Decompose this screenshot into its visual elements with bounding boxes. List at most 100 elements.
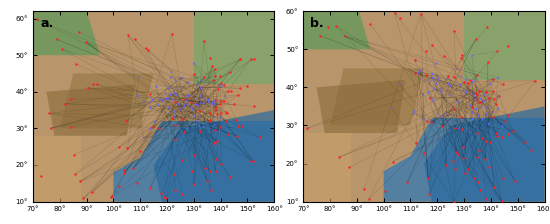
Point <box>123 146 132 150</box>
Point <box>425 96 434 100</box>
Point <box>468 54 476 57</box>
Point <box>503 132 512 136</box>
Point <box>201 166 210 170</box>
Point <box>423 77 432 80</box>
Point <box>437 86 446 90</box>
Point <box>486 82 495 85</box>
Point <box>84 86 92 89</box>
Point <box>210 67 219 71</box>
Point <box>481 139 490 142</box>
Point <box>483 122 492 125</box>
Point <box>205 112 214 115</box>
Point <box>463 81 472 84</box>
Point <box>250 105 258 108</box>
Point <box>403 180 412 183</box>
Point <box>452 98 461 102</box>
Point <box>222 110 230 114</box>
Point <box>501 119 510 122</box>
Point <box>365 197 373 200</box>
Point <box>450 107 459 111</box>
Point <box>193 95 202 99</box>
Point <box>468 80 476 83</box>
Point <box>484 165 493 169</box>
Point <box>171 85 180 89</box>
Point <box>182 98 190 101</box>
Point <box>199 95 207 98</box>
Point <box>449 200 458 203</box>
Point <box>157 192 166 195</box>
Point <box>232 118 240 122</box>
Point <box>138 98 147 102</box>
Point <box>449 159 458 163</box>
Point <box>324 25 333 29</box>
Polygon shape <box>384 118 544 202</box>
Point <box>200 40 208 43</box>
Point <box>206 118 214 121</box>
Point <box>250 57 258 60</box>
Point <box>458 145 467 149</box>
Point <box>171 100 180 104</box>
Point <box>446 83 455 87</box>
Point <box>211 98 219 102</box>
Point <box>432 81 441 84</box>
Point <box>475 149 483 152</box>
Point <box>459 156 468 159</box>
Point <box>136 149 145 153</box>
Point <box>498 136 507 139</box>
Point <box>464 167 472 171</box>
Point <box>135 74 144 78</box>
Point <box>488 115 497 119</box>
Point <box>437 125 446 128</box>
Point <box>162 196 170 200</box>
Point <box>192 118 201 122</box>
Point <box>184 93 193 96</box>
Point <box>46 127 55 130</box>
Point <box>486 140 494 144</box>
Point <box>457 128 466 131</box>
Point <box>166 92 175 96</box>
Point <box>447 118 456 121</box>
Point <box>504 45 513 48</box>
Point <box>477 104 486 108</box>
Polygon shape <box>60 73 153 128</box>
Point <box>190 114 199 117</box>
Point <box>216 99 225 103</box>
Point <box>176 108 185 111</box>
Point <box>166 92 175 96</box>
Point <box>199 76 208 79</box>
Point <box>171 124 180 127</box>
Polygon shape <box>194 11 274 84</box>
Point <box>466 78 475 82</box>
Point <box>198 100 207 104</box>
Point <box>67 125 75 129</box>
Point <box>471 78 480 81</box>
Point <box>360 187 368 191</box>
Point <box>207 101 216 105</box>
Point <box>186 100 195 103</box>
Point <box>470 96 479 99</box>
Point <box>460 172 469 175</box>
Point <box>483 61 492 64</box>
Point <box>429 78 438 81</box>
Point <box>227 89 236 93</box>
Point <box>107 195 116 199</box>
Point <box>381 189 389 193</box>
Point <box>180 101 189 104</box>
Point <box>472 91 481 95</box>
Point <box>211 169 220 172</box>
Point <box>74 30 83 33</box>
Point <box>150 119 158 122</box>
Point <box>475 96 484 99</box>
Point <box>210 122 218 126</box>
Point <box>37 174 46 178</box>
Point <box>422 73 431 77</box>
Point <box>526 148 535 152</box>
Point <box>340 34 349 38</box>
Point <box>493 106 502 110</box>
Point <box>427 75 436 79</box>
Point <box>233 93 242 97</box>
Point <box>471 106 480 110</box>
Point <box>217 111 226 115</box>
Point <box>146 186 155 190</box>
Point <box>217 163 226 166</box>
